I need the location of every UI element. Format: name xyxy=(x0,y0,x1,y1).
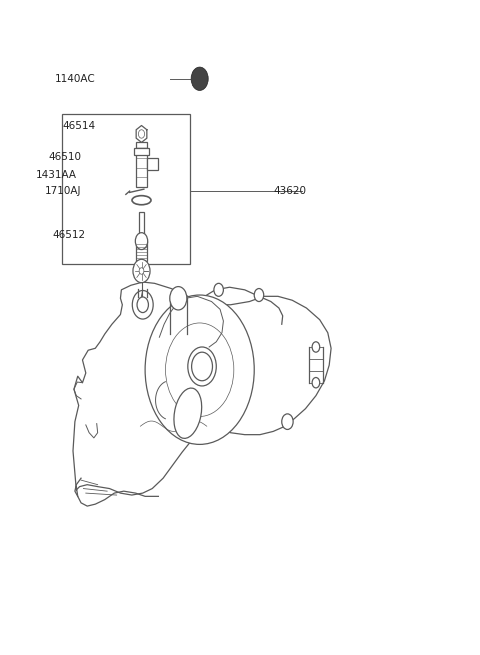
Bar xyxy=(136,148,147,187)
Bar xyxy=(147,158,157,170)
Text: 46512: 46512 xyxy=(53,230,86,240)
Text: 46514: 46514 xyxy=(62,121,96,131)
Bar xyxy=(62,115,190,264)
Circle shape xyxy=(312,342,320,352)
Text: 43620: 43620 xyxy=(274,186,306,196)
Bar xyxy=(136,141,147,148)
Text: 1431AA: 1431AA xyxy=(36,170,76,180)
Circle shape xyxy=(192,352,213,381)
Circle shape xyxy=(254,289,264,301)
Ellipse shape xyxy=(132,196,151,205)
Ellipse shape xyxy=(174,388,202,438)
Circle shape xyxy=(133,259,150,283)
Circle shape xyxy=(137,297,148,312)
Circle shape xyxy=(312,377,320,388)
Circle shape xyxy=(145,295,254,444)
Bar xyxy=(134,148,149,155)
Circle shape xyxy=(132,290,153,319)
Polygon shape xyxy=(73,282,331,495)
Circle shape xyxy=(138,130,144,138)
Text: 1710AJ: 1710AJ xyxy=(45,186,81,196)
Bar xyxy=(136,241,147,261)
Circle shape xyxy=(191,67,208,90)
Circle shape xyxy=(135,233,148,250)
Text: 46510: 46510 xyxy=(48,153,81,162)
Polygon shape xyxy=(136,126,147,142)
Circle shape xyxy=(139,268,144,274)
Text: 1140AC: 1140AC xyxy=(55,74,96,84)
Circle shape xyxy=(170,287,187,310)
Circle shape xyxy=(188,347,216,386)
Circle shape xyxy=(214,284,223,296)
Circle shape xyxy=(282,414,293,430)
Bar xyxy=(139,212,144,241)
